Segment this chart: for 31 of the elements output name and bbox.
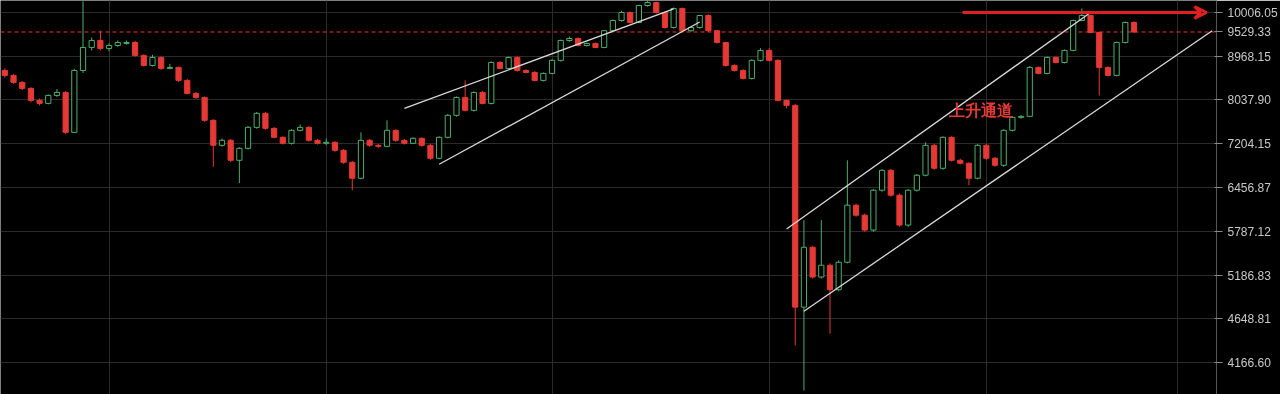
candlestick — [383, 119, 391, 148]
y-tick-label: 8037.90 — [1227, 93, 1272, 108]
candlestick — [349, 160, 356, 191]
candlestick — [53, 88, 61, 98]
candlestick — [453, 95, 460, 118]
y-tick-label: 4166.60 — [1227, 356, 1272, 371]
candlestick — [818, 219, 825, 280]
candlestick — [244, 125, 252, 151]
candlestick — [227, 138, 234, 163]
candlestick — [444, 113, 451, 139]
y-tick-label: 4648.81 — [1227, 312, 1272, 327]
candlestick — [948, 135, 955, 163]
candlestick — [236, 146, 243, 184]
y-tick-label: 8968.15 — [1227, 49, 1272, 64]
y-tick-label: 5186.83 — [1227, 268, 1272, 283]
candlestick — [748, 58, 755, 81]
candlestick — [931, 143, 938, 171]
candlestick — [965, 161, 973, 186]
candlestick — [201, 95, 208, 123]
y-tick-label: 5787.12 — [1227, 224, 1272, 239]
y-tick-label: 7204.15 — [1227, 137, 1272, 152]
candlestick — [462, 79, 469, 112]
candlestick — [722, 41, 729, 68]
ref-line-label: 9529.33 — [1227, 25, 1272, 40]
candlestick — [878, 168, 886, 193]
candlestick — [861, 213, 868, 233]
candlestick — [166, 63, 173, 70]
y-tick-label: 6456.87 — [1227, 181, 1272, 195]
y-tick-label: 10006.05 — [1227, 5, 1278, 20]
candlestick — [105, 42, 113, 52]
candlestick — [1017, 114, 1025, 120]
